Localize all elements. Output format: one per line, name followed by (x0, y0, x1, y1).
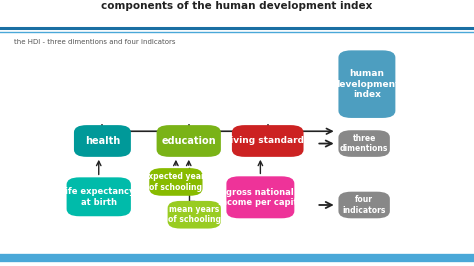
FancyBboxPatch shape (227, 176, 294, 218)
Text: human
development
index: human development index (334, 69, 400, 99)
Text: life expectancy
at birth: life expectancy at birth (63, 187, 135, 206)
Text: expected years
of schooling: expected years of schooling (143, 172, 209, 192)
Text: education: education (162, 136, 216, 146)
Text: living standards: living standards (227, 136, 309, 146)
FancyBboxPatch shape (338, 130, 390, 157)
FancyBboxPatch shape (156, 125, 221, 157)
Text: components of the human development index: components of the human development inde… (101, 1, 373, 11)
Text: the HDI - three dimentions and four indicators: the HDI - three dimentions and four indi… (14, 39, 176, 45)
FancyBboxPatch shape (338, 50, 395, 118)
FancyBboxPatch shape (66, 177, 131, 216)
FancyBboxPatch shape (74, 125, 131, 157)
Text: mean years
of schooling: mean years of schooling (168, 205, 221, 225)
Text: health: health (85, 136, 120, 146)
FancyBboxPatch shape (338, 192, 390, 218)
FancyBboxPatch shape (168, 201, 221, 228)
Text: three
dimentions: three dimentions (340, 134, 388, 153)
FancyBboxPatch shape (232, 125, 303, 157)
Text: four
indicators: four indicators (342, 195, 386, 215)
Text: gross national
income per capita: gross national income per capita (218, 188, 303, 207)
FancyBboxPatch shape (149, 168, 202, 196)
